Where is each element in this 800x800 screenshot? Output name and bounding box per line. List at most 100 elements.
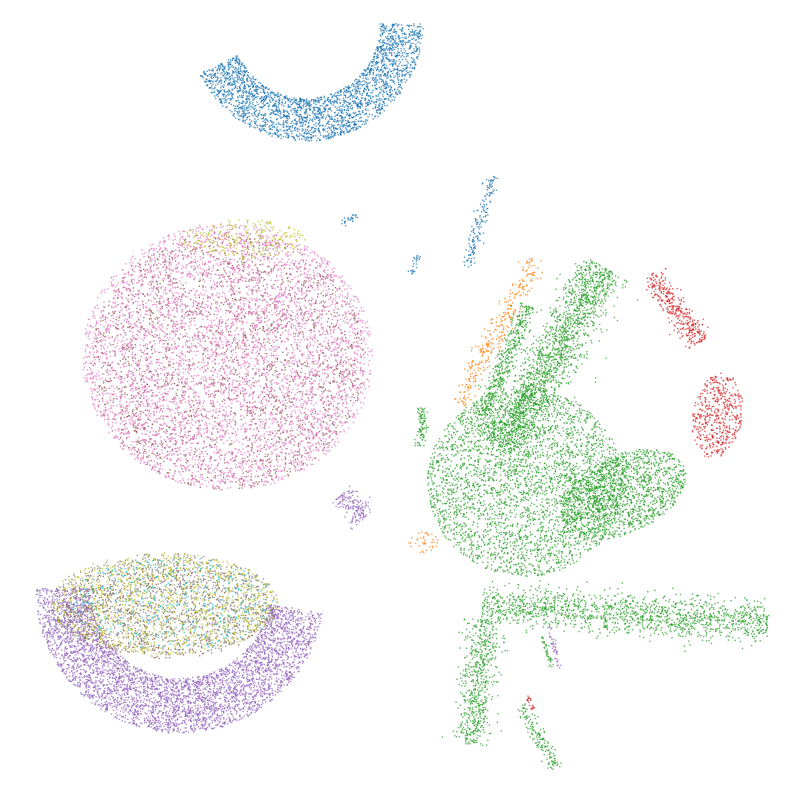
scatter-point [366,92,369,94]
scatter-point [406,60,408,63]
scatter-point [534,433,536,436]
scatter-point [543,506,545,508]
scatter-point [318,109,320,112]
scatter-point [238,62,240,65]
scatter-point [527,402,529,405]
scatter-point [304,117,307,119]
scatter-point [358,112,361,115]
scatter-point [489,437,491,439]
scatter-point [416,58,419,60]
scatter-point [469,376,472,378]
scatter-point [494,407,496,410]
scatter-point [369,72,371,74]
scatter-point [471,365,473,367]
scatter-point [333,99,336,102]
scatter-point [464,368,466,370]
scatter-point [556,445,558,448]
scatter-point [227,84,229,86]
scatter-point [407,52,409,55]
scatter-point [385,42,387,45]
scatter-point [563,495,566,497]
scatter-point [302,129,304,131]
scatter-point [530,272,532,275]
scatter-point [303,112,306,114]
scatter-point [379,28,381,30]
scatter-point [476,219,478,221]
scatter-point [531,421,533,423]
scatter-point [569,463,571,465]
scatter-point [601,485,604,488]
scatter-point [485,198,487,200]
scatter-point [312,135,315,137]
scatter-point [312,99,314,101]
scatter-point [507,326,509,328]
scatter-point [371,77,374,79]
scatter-point [540,260,542,262]
scatter-point [346,105,348,107]
scatter-point [381,107,384,110]
scatter-point [498,314,501,316]
scatter-point [270,109,272,111]
scatter-point [309,114,311,117]
scatter-point [525,391,527,393]
scatter-point [500,323,502,326]
scatter-point [261,126,264,128]
scatter-point [330,133,333,135]
scatter-point [352,112,354,114]
scatter-point [243,74,246,76]
scatter-point [431,505,433,507]
scatter-point [538,514,540,516]
scatter-point [481,360,483,362]
scatter-point [487,350,490,352]
scatter-point [388,52,391,54]
scatter-point [419,33,422,36]
scatter-point [251,95,254,97]
scatter-point [556,550,558,552]
scatter-point [540,409,542,412]
scatter-point [283,114,286,116]
scatter-point [417,26,419,29]
scatter-point [388,33,390,35]
scatter-point [518,491,520,493]
scatter-point [291,132,293,135]
scatter-point [448,439,451,441]
scatter-point [484,215,487,218]
scatter-point [439,520,441,522]
scatter-point [376,79,379,81]
scatter-point [376,46,379,48]
scatter-point [227,98,229,100]
scatter-point [521,431,524,433]
scatter-point [437,495,439,497]
scatter-point [379,113,381,115]
scatter-point [459,438,461,441]
scatter-point [323,136,325,138]
scatter-point [508,458,511,461]
scatter-point [590,436,592,438]
scatter-point [368,70,371,72]
scatter-point [509,479,512,482]
scatter-point [223,75,225,77]
scatter-point [451,434,453,436]
scatter-point [274,110,276,113]
scatter-point [424,543,427,545]
scatter-point [463,463,465,466]
scatter-point [399,37,401,39]
scatter-point [611,479,613,481]
scatter-point [605,508,607,511]
scatter-point [368,95,370,97]
scatter-point [289,106,292,108]
scatter-point [396,74,399,76]
scatter-point [305,99,307,101]
scatter-point [334,106,336,108]
scatter-point [461,454,463,456]
scatter-point [225,91,227,93]
scatter-point [519,283,521,285]
scatter-point [330,135,332,137]
scatter-point [569,481,572,483]
scatter-point [429,462,431,465]
scatter-point [379,109,381,112]
scatter-point [239,73,241,75]
scatter-point [368,103,370,105]
scatter-point [390,86,392,89]
scatter-point [375,104,377,106]
